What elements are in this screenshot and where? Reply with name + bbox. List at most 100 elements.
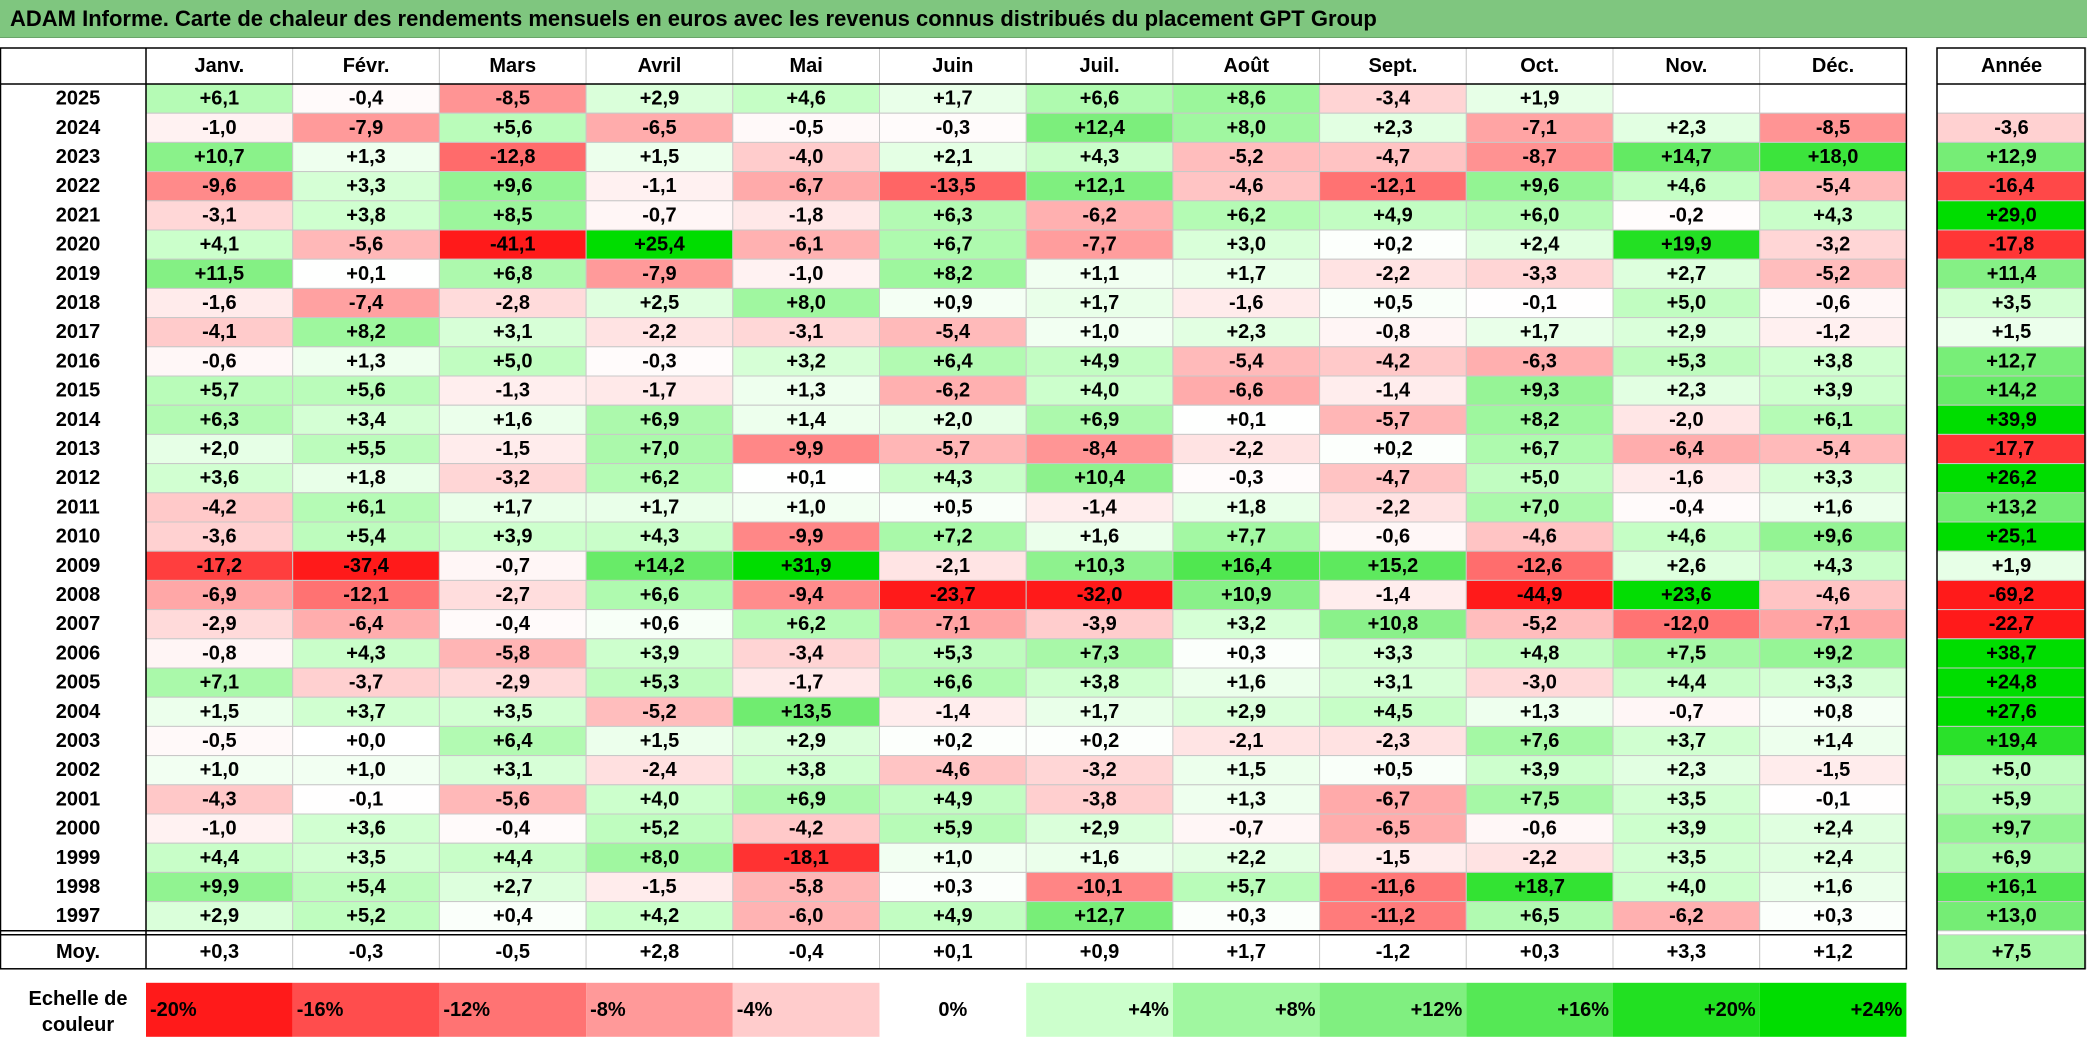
heatmap-cell bbox=[1025, 842, 1174, 873]
cell-value: -3,4 bbox=[789, 642, 824, 664]
cell-value: +3,5 bbox=[493, 701, 532, 723]
cell-value: -1,6 bbox=[202, 292, 236, 314]
heatmap-cell bbox=[1172, 463, 1321, 494]
heatmap-cell bbox=[1025, 667, 1174, 698]
cell-value: -37,4 bbox=[343, 555, 389, 577]
cell-value: -2,8 bbox=[496, 292, 530, 314]
heatmap-cell bbox=[585, 550, 734, 581]
cell-value: +1,5 bbox=[1227, 759, 1266, 781]
average-value: -0,5 bbox=[496, 941, 530, 963]
annual-header: Année bbox=[1981, 55, 2042, 77]
cell-value: +0,1 bbox=[1227, 409, 1266, 431]
cell-value: +8,2 bbox=[1520, 409, 1559, 431]
cell-value: -0,1 bbox=[349, 788, 383, 810]
heatmap-cell bbox=[732, 200, 880, 231]
cell-value: +2,9 bbox=[1667, 321, 1706, 343]
heatmap-cell bbox=[1759, 229, 1907, 260]
cell-value: +7,5 bbox=[1667, 642, 1706, 664]
cell-value: -1,5 bbox=[642, 876, 676, 898]
cell-value: +6,2 bbox=[786, 613, 825, 635]
cell-value: +5,0 bbox=[1667, 292, 1706, 314]
cell-value: +8,6 bbox=[1227, 88, 1266, 110]
heatmap-cell bbox=[879, 609, 1027, 640]
annual-cell bbox=[1936, 492, 2087, 523]
cell-value: +1,0 bbox=[200, 759, 239, 781]
cell-value: -5,4 bbox=[1816, 438, 1851, 460]
cell-value: -2,3 bbox=[1376, 730, 1410, 752]
cell-value: +5,2 bbox=[346, 905, 385, 927]
heatmap-cell bbox=[1465, 229, 1614, 260]
cell-value: +4,3 bbox=[1813, 204, 1852, 226]
cell-value: -2,4 bbox=[642, 759, 677, 781]
cell-value: +4,3 bbox=[346, 642, 385, 664]
heatmap-cell bbox=[1759, 433, 1907, 465]
heatmap-cell bbox=[732, 550, 880, 581]
cell-value: +6,1 bbox=[200, 88, 239, 110]
heatmap-cell bbox=[879, 229, 1027, 260]
cell-value: -8,5 bbox=[496, 88, 530, 110]
heatmap-cell bbox=[438, 258, 587, 289]
cell-value: +1,8 bbox=[1227, 496, 1266, 518]
heatmap-cell bbox=[1759, 755, 1907, 786]
cell-value: -0,4 bbox=[349, 88, 384, 110]
row-label-2003: 2003 bbox=[56, 730, 101, 752]
cell-value: +3,2 bbox=[786, 350, 825, 372]
heatmap-cell bbox=[1612, 871, 1761, 903]
cell-value: -4,3 bbox=[202, 788, 236, 810]
heatmap-cell bbox=[1172, 550, 1321, 581]
annual-cell bbox=[1936, 871, 2087, 903]
row-label-2002: 2002 bbox=[56, 759, 101, 781]
heatmap-cell bbox=[145, 83, 294, 114]
heatmap-cell bbox=[732, 492, 880, 523]
cell-value: -12,8 bbox=[490, 146, 536, 168]
heatmap-cell bbox=[1612, 433, 1761, 465]
heatmap-cell bbox=[292, 83, 440, 114]
scale-label: -8% bbox=[590, 999, 626, 1021]
heatmap-cell bbox=[1612, 579, 1761, 611]
average-value: +0,1 bbox=[933, 941, 972, 963]
heatmap-cell bbox=[1465, 842, 1614, 873]
cell-value: -3,1 bbox=[789, 321, 823, 343]
cell-value: +2,9 bbox=[1227, 701, 1266, 723]
heatmap-cell bbox=[732, 609, 880, 640]
column-header-2: Févr. bbox=[343, 55, 390, 77]
heatmap-cell bbox=[1612, 463, 1761, 494]
heatmap-cell bbox=[732, 842, 880, 873]
cell-value: +3,8 bbox=[1813, 350, 1852, 372]
column-header-cell bbox=[1612, 47, 1761, 85]
heatmap-cell bbox=[732, 784, 880, 815]
cell-value: -12,0 bbox=[1664, 613, 1710, 635]
heatmap-cell bbox=[1759, 492, 1907, 523]
cell-value: -6,1 bbox=[789, 234, 823, 256]
cell-value: -6,7 bbox=[789, 175, 823, 197]
cell-value: +10,9 bbox=[1221, 584, 1272, 606]
scale-swatch bbox=[1759, 982, 1907, 1037]
heatmap-cell bbox=[292, 579, 440, 611]
cell-value: +0,3 bbox=[933, 876, 972, 898]
annual-value: +16,1 bbox=[1986, 876, 2037, 898]
cell-value: +1,3 bbox=[346, 146, 385, 168]
cell-value: +4,4 bbox=[493, 847, 533, 869]
cell-value: -9,9 bbox=[789, 438, 823, 460]
cell-value: +14,2 bbox=[634, 555, 685, 577]
heatmap-cell bbox=[1612, 171, 1761, 202]
cell-value: +3,4 bbox=[346, 409, 386, 431]
heatmap-cell bbox=[292, 200, 440, 231]
cell-value: +0,1 bbox=[346, 263, 385, 285]
row-label-2010: 2010 bbox=[56, 526, 101, 548]
heatmap-cell bbox=[145, 579, 294, 611]
heatmap-cell bbox=[438, 696, 587, 727]
heatmap-cell bbox=[145, 609, 294, 640]
heatmap-cell bbox=[145, 521, 294, 552]
scale-swatch bbox=[1319, 982, 1467, 1037]
cell-value: -3,2 bbox=[496, 467, 530, 489]
heatmap-cell bbox=[438, 842, 587, 873]
cell-value: +0,1 bbox=[786, 467, 825, 489]
cell-value: +4,5 bbox=[1373, 701, 1412, 723]
cell-value: +6,9 bbox=[1080, 409, 1119, 431]
cell-value: +0,6 bbox=[640, 613, 679, 635]
cell-value: +0,4 bbox=[493, 905, 533, 927]
cell-value: +5,6 bbox=[493, 117, 532, 139]
heatmap-cell bbox=[1025, 141, 1174, 173]
heatmap-cell bbox=[1025, 755, 1174, 786]
